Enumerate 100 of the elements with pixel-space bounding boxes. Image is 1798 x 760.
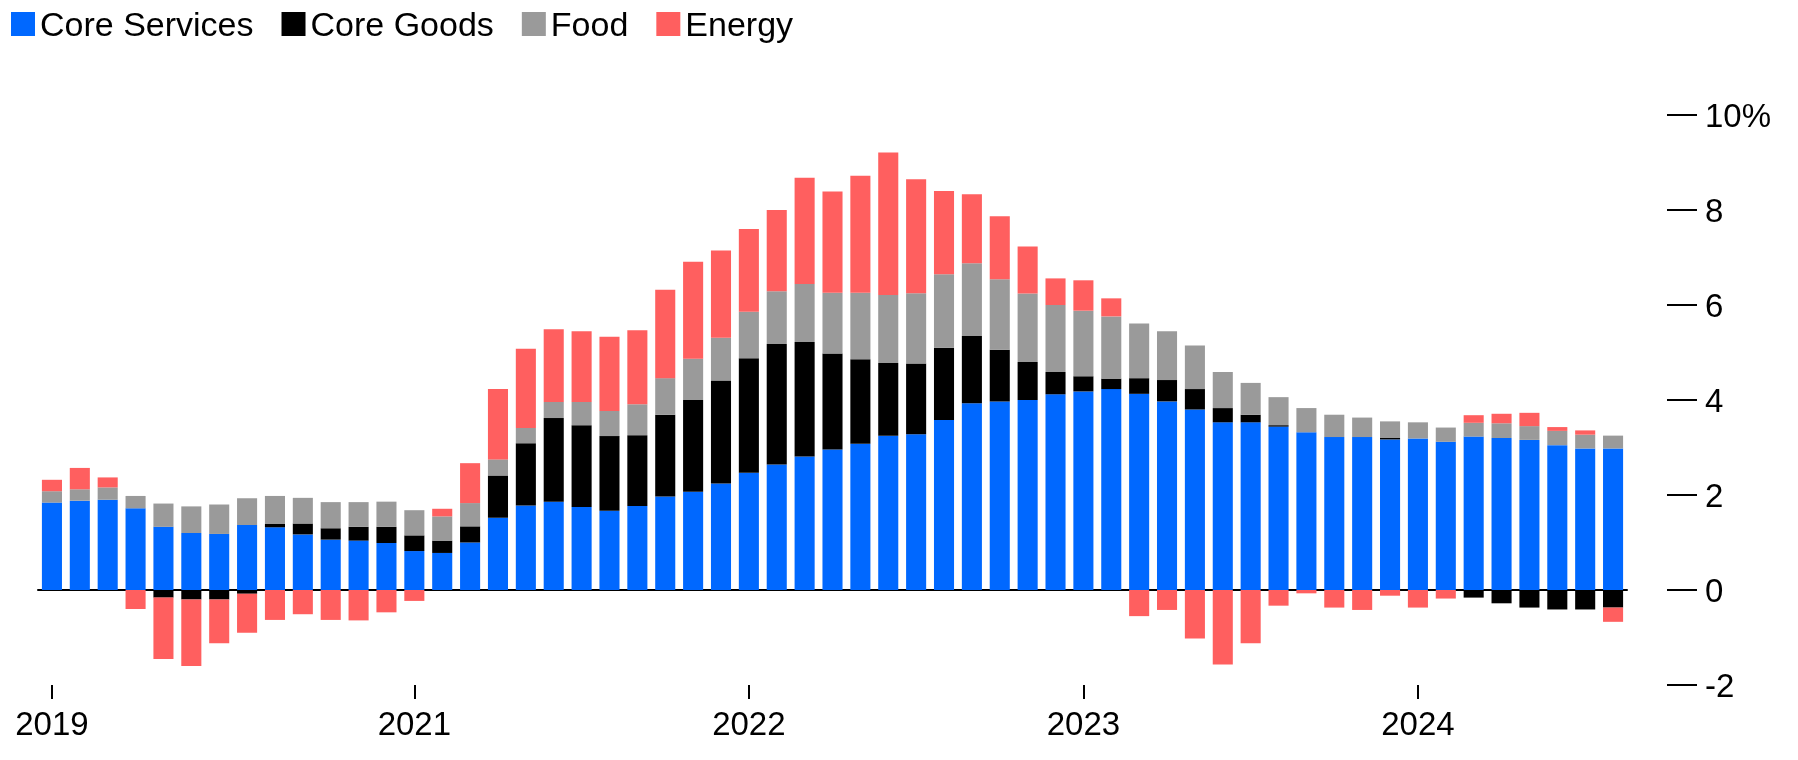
bar [1101, 298, 1122, 317]
bar [1603, 448, 1624, 590]
bar [320, 502, 341, 529]
bar [710, 337, 732, 381]
bar [1352, 437, 1373, 590]
bar [376, 542, 397, 590]
y-tick-label: 4 [1705, 381, 1724, 419]
legend-label: Core Services [40, 5, 254, 43]
bar [989, 349, 1010, 402]
y-tick-label: 8 [1705, 191, 1724, 229]
bar [766, 464, 787, 590]
bar [1547, 445, 1568, 590]
bar [1575, 434, 1596, 449]
bar [153, 503, 174, 527]
bar [850, 359, 871, 444]
bar [571, 331, 592, 402]
bar [1129, 393, 1150, 590]
bar [1547, 427, 1568, 431]
y-tick-label: -2 [1705, 666, 1735, 704]
bar [1380, 421, 1401, 438]
bar [1324, 437, 1345, 590]
bar [1463, 422, 1484, 437]
bar [69, 489, 90, 501]
bar [1519, 439, 1540, 590]
legend-label: Food [550, 5, 629, 43]
bar [460, 503, 481, 527]
bar [850, 175, 871, 293]
bar [1156, 590, 1178, 610]
bar [543, 501, 564, 590]
bar [1603, 607, 1624, 622]
bar [1101, 316, 1122, 379]
bar [543, 329, 564, 402]
bar [766, 343, 787, 465]
bar [1212, 371, 1233, 409]
bar [738, 358, 759, 473]
bar [571, 401, 592, 426]
x-tick-label: 2022 [712, 705, 786, 742]
bar [292, 534, 313, 590]
bar [404, 510, 425, 536]
bar [599, 436, 620, 511]
bar [822, 353, 843, 450]
bar [515, 348, 536, 429]
bar [599, 410, 620, 437]
bar [878, 152, 899, 296]
bar [655, 414, 676, 497]
bar [961, 335, 982, 404]
bar [1407, 590, 1428, 608]
bar [738, 311, 759, 359]
bar [878, 295, 899, 363]
bar [683, 358, 704, 400]
bar [627, 404, 648, 436]
bar [153, 597, 174, 659]
bar [933, 274, 955, 348]
bar [1184, 389, 1205, 410]
bar [41, 479, 62, 492]
bar [292, 497, 313, 524]
bar [1380, 590, 1401, 596]
bar [1547, 430, 1568, 446]
legend-label: Core Goods [310, 5, 494, 43]
bar [153, 526, 174, 590]
bar [460, 542, 481, 590]
bar [1017, 293, 1038, 362]
bar [766, 291, 787, 344]
bar [850, 292, 871, 360]
bar [432, 552, 453, 590]
bar [1435, 427, 1456, 442]
bar [376, 526, 397, 543]
bar [1212, 408, 1233, 423]
bar [1380, 439, 1401, 590]
bar [1240, 422, 1261, 590]
bar [961, 403, 982, 590]
bar [989, 401, 1010, 590]
bar [487, 389, 509, 460]
bar [1184, 590, 1205, 639]
bar [432, 508, 453, 517]
bar [376, 590, 397, 613]
bar [794, 456, 815, 590]
bar [125, 508, 146, 590]
bar [1073, 376, 1094, 392]
bar [1575, 448, 1596, 590]
bar [460, 463, 481, 504]
bar [1491, 413, 1512, 424]
bar [432, 540, 453, 553]
bar [822, 191, 843, 293]
y-tick-label: 10% [1705, 96, 1772, 134]
bar [683, 400, 704, 492]
y-tick-label: 6 [1705, 286, 1724, 324]
bar [292, 590, 313, 615]
bar [1268, 397, 1289, 426]
bar [710, 483, 732, 590]
bar [655, 378, 676, 415]
bar [348, 526, 369, 541]
bar [571, 506, 592, 590]
bar [264, 590, 285, 620]
bar [376, 501, 397, 527]
bar [181, 599, 202, 666]
bar [683, 491, 704, 590]
bar [348, 590, 369, 621]
bar [125, 590, 146, 609]
bar [487, 517, 509, 590]
